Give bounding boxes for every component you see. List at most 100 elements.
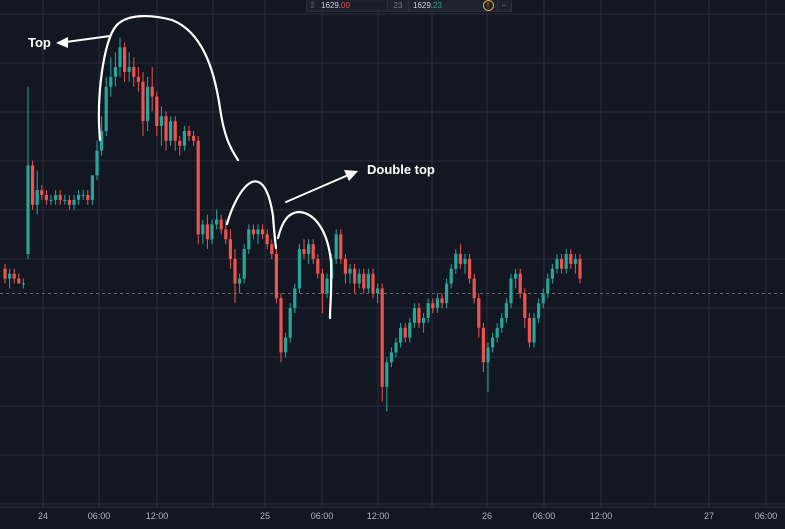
candle-body (491, 337, 495, 348)
candle-bearish (196, 135, 200, 245)
candle-bearish (569, 249, 573, 269)
buy-price-button[interactable]: 1629.23 (409, 1, 479, 10)
candle-body (357, 273, 361, 284)
candle-bullish (182, 126, 186, 151)
candle-body (81, 194, 85, 196)
sell-price-button[interactable]: 1629.00 (317, 1, 387, 10)
candle-body (54, 194, 58, 200)
candle-bullish (454, 249, 458, 274)
candle-body (127, 67, 131, 72)
candle-body (132, 67, 136, 77)
candle-body (399, 327, 403, 343)
candle-body (472, 278, 476, 299)
candle-bearish (17, 273, 21, 284)
double-top-arc-2-drawing[interactable] (276, 210, 333, 320)
candle-body (279, 298, 283, 353)
candle-bearish (320, 268, 324, 314)
candle-bearish (353, 263, 357, 294)
top-arc-drawing[interactable] (97, 14, 240, 162)
candle-bearish (371, 268, 375, 299)
double-top-arc-1-drawing[interactable] (225, 180, 278, 250)
buy-price-fraction: 23 (433, 1, 442, 10)
candle-body (569, 254, 573, 264)
candle-bearish (440, 293, 444, 309)
candle-bullish (573, 254, 577, 274)
candle-body (113, 67, 117, 77)
candle-body (261, 229, 265, 235)
candle-bullish (104, 76, 108, 136)
candle-bearish (219, 214, 223, 235)
candle-body (546, 278, 550, 294)
candle-bullish (118, 37, 122, 77)
candle-bullish (509, 273, 513, 309)
candle-bearish (527, 313, 531, 348)
candle-bullish (422, 313, 426, 333)
candle-bullish (463, 254, 467, 274)
candle-body (555, 258, 559, 269)
time-axis-tick-label: 27 (704, 511, 714, 521)
candle-body (187, 131, 191, 136)
order-panel[interactable]: ⁞⁞ 1629.00 23 1629.23 ! − (306, 0, 512, 12)
quantity-field[interactable]: 23 (387, 0, 409, 11)
candle-body (109, 76, 113, 87)
candle-bullish (394, 337, 398, 358)
candle-bearish (155, 91, 159, 136)
double-top-arrow[interactable] (285, 170, 358, 203)
candle-bullish (49, 194, 53, 205)
info-button[interactable]: ! (479, 0, 497, 11)
candle-body (541, 293, 545, 304)
candle-body (141, 81, 145, 122)
candle-bullish (376, 283, 380, 304)
candle-bullish (81, 190, 85, 200)
chart-grid (0, 0, 785, 507)
candle-body (431, 303, 435, 309)
candle-bearish (481, 322, 485, 373)
candle-bullish (77, 190, 81, 205)
time-axis-tick-label: 12:00 (146, 511, 169, 521)
candle-body (256, 229, 260, 235)
candle-bearish (523, 288, 527, 328)
candle-body (560, 258, 564, 269)
candle-body (320, 273, 324, 294)
candle-body (362, 273, 366, 289)
candle-bullish (399, 322, 403, 348)
candle-bullish (256, 224, 260, 245)
candle-body (435, 298, 439, 309)
candle-bullish (449, 263, 453, 289)
candle-bullish (514, 268, 518, 289)
candle-body (527, 317, 531, 343)
candle-bullish (26, 86, 30, 259)
candle-bearish (279, 293, 283, 363)
candle-body (35, 190, 39, 205)
candle-body (293, 288, 297, 309)
candle-body (182, 131, 186, 146)
candle-body (242, 249, 246, 279)
candle-body (504, 303, 508, 318)
candle-bearish (458, 244, 462, 269)
candle-body (238, 278, 242, 284)
candle-body (146, 86, 150, 122)
candles (3, 37, 582, 412)
candle-bullish (201, 219, 205, 245)
candle-bullish (546, 273, 550, 299)
candle-body (523, 293, 527, 318)
candle-body (270, 244, 274, 254)
candle-body (44, 194, 48, 200)
collapse-button[interactable]: − (497, 0, 510, 11)
candle-body (403, 327, 407, 338)
candle-body (417, 308, 421, 323)
candle-body (454, 254, 458, 269)
candle-body (63, 199, 67, 201)
candle-body (481, 327, 485, 363)
candle-body (537, 303, 541, 318)
candle-bullish (210, 219, 214, 245)
candle-bullish (500, 313, 504, 333)
candle-body (155, 96, 159, 127)
candle-body (316, 258, 320, 274)
drag-handle-icon[interactable]: ⁞⁞ (310, 1, 314, 10)
candle-body (371, 273, 375, 294)
hand-drawings[interactable]: Top Double top (28, 14, 435, 320)
candle-bullish (550, 263, 554, 284)
top-arrow[interactable] (56, 35, 111, 48)
